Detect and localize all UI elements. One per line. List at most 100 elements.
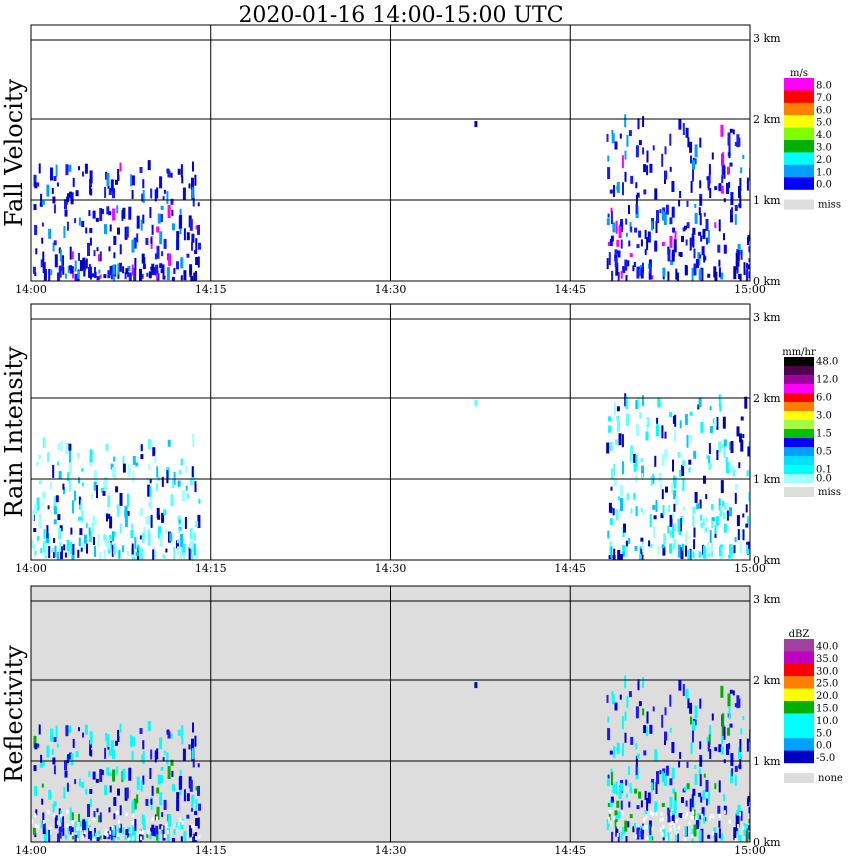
echo-pixel (697, 404, 700, 410)
echo-pixel (37, 824, 40, 829)
echo-pixel (677, 451, 681, 458)
echo-pixel (79, 528, 83, 536)
echo-pixel (679, 813, 683, 818)
echo-pixel (690, 180, 693, 193)
colorbar-label: 20.0 (816, 691, 838, 702)
echo-pixel (707, 230, 710, 244)
echo-pixel (612, 508, 615, 516)
echo-pixel (714, 271, 718, 281)
echo-pixel (89, 789, 93, 794)
colorbar-swatch (784, 663, 814, 677)
echo-pixel (699, 196, 702, 205)
echo-pixel (195, 818, 199, 826)
echo-pixel (107, 495, 111, 508)
echo-pixel (128, 836, 131, 841)
echo-pixel (685, 532, 687, 546)
echo-pixel (197, 785, 200, 796)
echo-pixel (184, 517, 187, 529)
echo-pixel (125, 812, 128, 817)
echo-pixel (737, 529, 740, 541)
echo-pixel (161, 825, 164, 830)
echo-pixel (69, 807, 72, 821)
echo-pixel (78, 727, 80, 732)
echo-pixel (116, 205, 119, 214)
colorbar-unit: m/s (790, 68, 808, 79)
echo-pixel (53, 538, 56, 543)
x-tick-label: 14:30 (375, 844, 407, 857)
echo-pixel (657, 397, 661, 408)
echo-pixel (46, 525, 49, 539)
echo-pixel (122, 463, 126, 473)
echo-pixel (727, 166, 730, 175)
echo-pixel (675, 268, 678, 280)
echo-pixel (667, 832, 670, 842)
echo-pixel (186, 253, 190, 258)
echo-pixel (700, 421, 704, 433)
echo-pixel (612, 222, 616, 233)
echo-pixel (61, 258, 64, 271)
echo-pixel (700, 828, 704, 842)
echo-pixel (709, 749, 712, 759)
echo-pixel (619, 554, 623, 560)
colorbar-swatch (784, 393, 814, 403)
echo-pixel (193, 825, 196, 830)
x-tick-label: 14:00 (15, 562, 47, 575)
echo-pixel (125, 226, 129, 238)
echo-pixel (737, 698, 741, 708)
echo-pixel (64, 273, 67, 279)
echo-pixel (191, 177, 194, 190)
echo-pixel (739, 756, 742, 770)
echo-pixel (124, 505, 128, 519)
echo-pixel (33, 204, 37, 211)
echo-pixel (35, 248, 38, 255)
echo-pixel (195, 548, 199, 559)
echo-pixel (139, 830, 141, 835)
echo-pixel (142, 214, 145, 224)
echo-pixel (617, 271, 620, 281)
colorbar-swatch (784, 447, 814, 457)
echo-pixel (723, 794, 725, 802)
echo-pixel (126, 493, 129, 507)
echo-pixel (117, 168, 120, 181)
echo-pixel (33, 765, 37, 772)
echo-pixel (148, 271, 152, 279)
echo-pixel (651, 782, 654, 792)
echo-pixel (655, 500, 658, 512)
echo-pixel (663, 533, 667, 545)
echo-pixel (112, 467, 115, 478)
echo-pixel (610, 546, 613, 559)
colorbar-label: 8.0 (816, 81, 832, 92)
colorbar-swatch (784, 411, 814, 421)
echo-pixel (180, 275, 183, 281)
echo-pixel (685, 688, 689, 699)
colorbar-swatch (784, 688, 814, 702)
echo-pixel (56, 461, 59, 466)
panel-ylabel: Rain Intensity (0, 346, 28, 518)
echo-pixel (156, 787, 160, 794)
echo-pixel (720, 272, 724, 280)
echo-pixel (670, 821, 673, 826)
echo-pixel (614, 141, 618, 150)
echo-pixel (740, 416, 744, 421)
echo-pixel (148, 463, 151, 470)
echo-pixel (119, 162, 122, 172)
echo-pixel (149, 486, 152, 497)
echo-pixel (699, 180, 702, 189)
echo-pixel (163, 799, 167, 810)
echo-pixel (146, 477, 149, 483)
echo-pixel (729, 544, 733, 555)
echo-pixel (157, 774, 161, 785)
echo-pixel (608, 416, 611, 422)
echo-pixel (609, 518, 613, 525)
echo-pixel (626, 493, 630, 501)
panel-frame (30, 303, 751, 561)
echo-pixel (183, 228, 186, 241)
echo-pixel (616, 747, 619, 752)
echo-pixel (112, 208, 116, 221)
echo-pixel (124, 833, 127, 841)
echo-pixel (58, 471, 62, 480)
echo-pixel (97, 534, 100, 547)
echo-pixel (748, 832, 750, 840)
echo-pixel (141, 193, 144, 202)
echo-pixel (690, 155, 692, 164)
